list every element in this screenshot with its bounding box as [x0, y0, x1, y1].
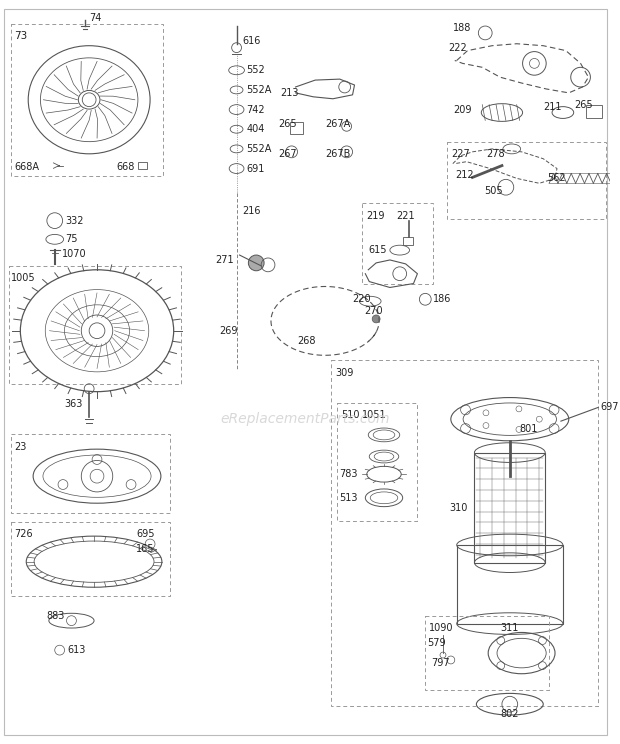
Text: 309: 309	[335, 368, 353, 378]
Text: eReplacementParts.com: eReplacementParts.com	[221, 412, 390, 426]
Text: 579: 579	[427, 638, 446, 648]
Bar	[11, 24, 163, 176]
Text: 363: 363	[64, 400, 83, 409]
Text: 505: 505	[484, 186, 503, 196]
Bar	[474, 452, 545, 562]
Bar	[362, 203, 433, 283]
Text: 75: 75	[66, 234, 78, 244]
Text: 211: 211	[543, 102, 562, 112]
Text: 265: 265	[575, 100, 593, 109]
Text: 801: 801	[520, 424, 538, 434]
Text: 513: 513	[339, 493, 357, 503]
Bar	[425, 616, 549, 690]
Text: 332: 332	[66, 216, 84, 225]
Text: 221: 221	[396, 211, 414, 221]
Text: 311: 311	[500, 623, 518, 632]
Text: 23: 23	[14, 442, 27, 452]
Text: 562: 562	[547, 173, 566, 183]
Text: 220: 220	[353, 295, 371, 304]
Bar	[447, 142, 606, 219]
Text: 783: 783	[339, 469, 357, 479]
Text: 188: 188	[453, 23, 471, 33]
Bar	[290, 122, 303, 134]
Text: 797: 797	[431, 658, 450, 668]
Text: 552A: 552A	[246, 85, 272, 95]
Circle shape	[372, 315, 380, 323]
Bar	[331, 360, 598, 706]
Text: 222: 222	[448, 42, 467, 53]
Text: 510: 510	[341, 410, 359, 420]
Bar	[9, 266, 180, 384]
Text: 691: 691	[246, 164, 265, 173]
Text: 726: 726	[14, 529, 33, 539]
Text: 265: 265	[278, 119, 296, 129]
Text: 186: 186	[433, 295, 451, 304]
Bar	[11, 434, 170, 513]
Text: 267B: 267B	[325, 149, 350, 158]
Bar	[138, 161, 147, 169]
Text: 616: 616	[242, 36, 261, 46]
Bar	[457, 545, 563, 623]
Text: 552: 552	[246, 65, 265, 75]
Text: 74: 74	[89, 13, 102, 23]
Text: 209: 209	[453, 105, 471, 115]
Text: 278: 278	[486, 149, 505, 158]
Text: 404: 404	[246, 124, 265, 134]
Text: 268: 268	[298, 336, 316, 345]
Bar	[11, 522, 170, 596]
Text: 1005: 1005	[11, 272, 35, 283]
Bar	[587, 105, 602, 118]
Text: 668A: 668A	[14, 161, 40, 172]
Text: 883: 883	[46, 611, 64, 620]
Text: 219: 219	[366, 211, 385, 221]
Text: 615: 615	[368, 245, 387, 255]
Text: 212: 212	[454, 170, 474, 181]
Text: 165: 165	[136, 544, 155, 554]
Text: 271: 271	[215, 255, 234, 265]
Text: 310: 310	[449, 503, 467, 513]
Text: 552A: 552A	[246, 144, 272, 154]
Text: 227: 227	[451, 149, 469, 158]
Text: 267: 267	[278, 149, 296, 158]
Text: 742: 742	[246, 105, 265, 115]
Text: 1051: 1051	[362, 410, 387, 420]
Text: 697: 697	[600, 403, 619, 412]
Text: 613: 613	[68, 645, 86, 655]
Text: 269: 269	[219, 326, 237, 336]
Text: 1090: 1090	[429, 623, 454, 632]
Text: 213: 213	[280, 88, 298, 98]
Text: 1070: 1070	[61, 249, 86, 259]
Text: 73: 73	[14, 31, 28, 41]
Text: 802: 802	[500, 709, 518, 719]
Text: 695: 695	[136, 529, 155, 539]
Circle shape	[249, 255, 264, 271]
Bar	[337, 403, 417, 522]
Text: 267A: 267A	[325, 119, 350, 129]
Bar	[402, 237, 414, 246]
Text: 270: 270	[365, 306, 383, 316]
Text: 668: 668	[117, 161, 135, 172]
Text: 216: 216	[242, 206, 261, 216]
